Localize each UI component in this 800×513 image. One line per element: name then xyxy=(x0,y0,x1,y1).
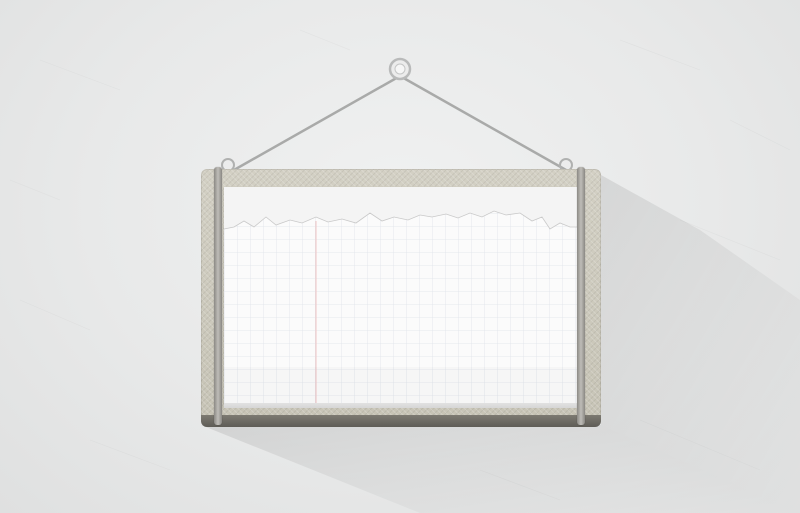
strap-right xyxy=(577,167,585,425)
paper-stack-edge xyxy=(224,402,578,408)
strap-left xyxy=(214,167,222,425)
graph-paper-sheet xyxy=(224,187,578,403)
board-frame-base xyxy=(201,415,601,427)
grid-lines xyxy=(224,211,578,403)
nail-ring-icon xyxy=(388,57,412,81)
bottom-shading xyxy=(224,367,578,403)
string-lines xyxy=(232,74,568,172)
torn-edge xyxy=(224,210,578,230)
